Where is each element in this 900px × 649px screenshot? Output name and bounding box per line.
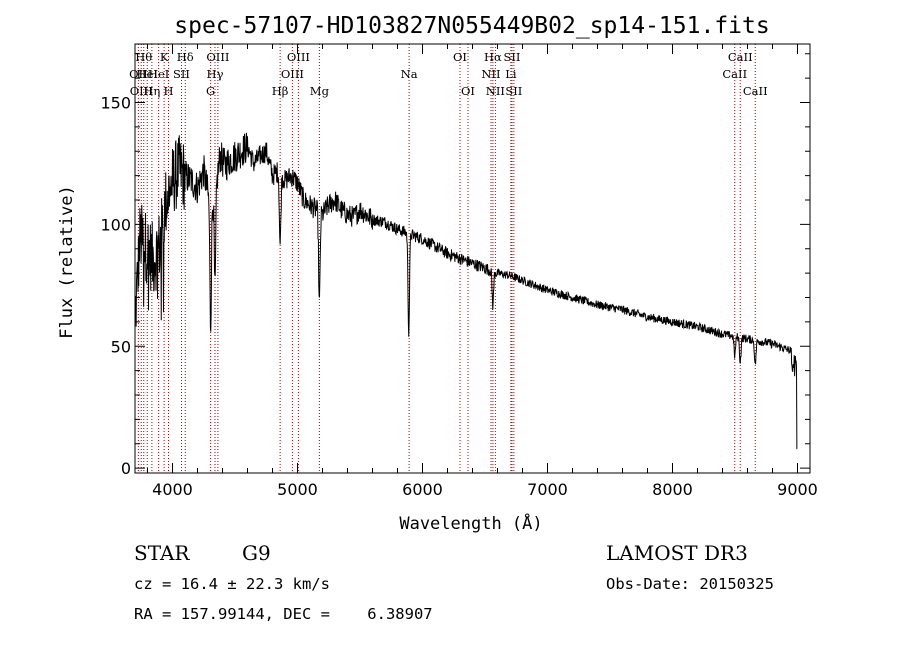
x-tick-label: 8000 (652, 480, 693, 499)
line-marker-label: CaII (728, 50, 753, 64)
line-markers (137, 44, 756, 473)
line-marker-label: Hβ (272, 84, 289, 98)
y-tick-label: 150 (100, 94, 131, 113)
object-subclass: G9 (242, 541, 271, 565)
line-marker-label: OI (461, 84, 475, 98)
info-panel: STAR G9 LAMOST DR3 cz = 16.4 ± 22.3 km/s… (134, 541, 774, 623)
y-tick-label: 100 (100, 215, 131, 234)
y-tick-label: 50 (111, 337, 131, 356)
line-marker-label: NII (486, 84, 505, 98)
spectrum-line (134, 132, 798, 450)
x-axis-label: Wavelength (Å) (399, 512, 542, 534)
x-tick-label: 4000 (152, 480, 193, 499)
line-marker-label: NII (481, 67, 500, 81)
line-marker-label: CaII (743, 84, 768, 98)
chart-title: spec-57107-HD103827N055449B02_sp14-151.f… (174, 13, 769, 39)
line-marker-label: OIII (206, 50, 229, 64)
line-marker-label: Hδ (177, 50, 194, 64)
line-marker-label: Na (401, 67, 418, 81)
x-tick-label: 7000 (527, 480, 568, 499)
y-tick-label: 0 (121, 459, 131, 478)
coordinates-text: RA = 157.99144, DEC = 6.38907 (134, 605, 433, 623)
line-marker-label: HeI (148, 67, 169, 81)
line-marker-label: Mg (310, 84, 330, 98)
x-tick-label: 9000 (777, 480, 818, 499)
line-marker-label: OI (453, 50, 467, 64)
line-marker-label: SII (504, 50, 521, 64)
line-marker-label: OIII (287, 50, 310, 64)
survey-name: LAMOST DR3 (606, 541, 748, 565)
line-marker-label: CaII (722, 67, 747, 81)
line-marker-label: Li (505, 67, 517, 81)
line-marker-labels: OIIOIIIHθHeIHηHeIKHSIIHδGHγOIIIHβOIIIOII… (129, 50, 768, 98)
line-marker-label: OIII (281, 67, 304, 81)
line-marker-label: Hθ (135, 50, 152, 64)
plot-frame (134, 43, 811, 474)
line-marker-label: Hγ (207, 67, 224, 81)
line-marker-label: SII (173, 67, 190, 81)
x-tick-label: 6000 (402, 480, 443, 499)
line-marker-label: K (160, 50, 169, 64)
obs-date-text: Obs-Date: 20150325 (606, 575, 774, 593)
line-marker-label: OII (129, 67, 148, 81)
line-marker-label: Hα (484, 50, 502, 64)
line-marker-label: HeI (137, 67, 158, 81)
line-marker-label: Hη (143, 84, 160, 98)
line-marker-label: H (163, 84, 173, 98)
y-axis-label: Flux (relative) (57, 185, 77, 339)
redshift-text: cz = 16.4 ± 22.3 km/s (134, 575, 330, 593)
y-axis-ticks: 0 50 100 150 (100, 53, 810, 478)
object-class: STAR (134, 541, 190, 565)
line-marker-label: SII (505, 84, 522, 98)
line-marker-label: G (206, 84, 215, 98)
x-tick-label: 5000 (277, 480, 318, 499)
x-axis-ticks: 4000 5000 6000 7000 8000 9000 (147, 44, 818, 499)
